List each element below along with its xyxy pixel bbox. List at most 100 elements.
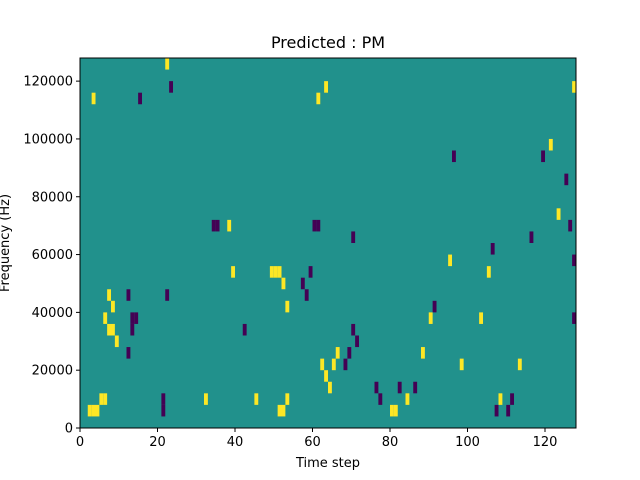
heatmap-cell: [87, 404, 92, 417]
heatmap-cell: [114, 335, 119, 348]
x-tick-label: 60: [304, 435, 321, 450]
y-tick-label: 120000: [23, 75, 73, 90]
heatmap-cell: [134, 312, 139, 324]
heatmap-cell: [107, 289, 112, 301]
plot-frame: [79, 57, 577, 429]
heatmap-cell: [165, 58, 170, 70]
x-tick-label: 80: [382, 435, 399, 450]
heatmap-cell: [564, 173, 569, 186]
heatmap-cell: [374, 381, 379, 394]
heatmap-cell: [269, 266, 274, 278]
heatmap-cell: [324, 81, 329, 93]
heatmap-cell: [165, 289, 170, 301]
heatmap-cell: [277, 404, 282, 417]
heatmap-cell: [91, 92, 96, 105]
heatmap-cell: [448, 254, 453, 267]
heatmap-cell: [494, 404, 499, 417]
heatmap-cell: [231, 266, 236, 278]
heatmap-cell: [95, 404, 100, 417]
heatmap-cell: [285, 300, 290, 313]
heatmap-cell: [572, 312, 577, 324]
heatmap-cell: [304, 289, 309, 301]
heatmap-cell: [312, 219, 317, 232]
heatmap-cell: [277, 266, 282, 278]
heatmap-cell: [111, 323, 115, 336]
x-tick-label: 120: [533, 435, 558, 450]
heatmap-cell: [405, 393, 410, 405]
heatmap-cell: [320, 358, 325, 371]
heatmap-cell: [517, 358, 522, 371]
heatmap-cell: [498, 393, 503, 405]
heatmap-cell: [300, 277, 305, 290]
heatmap-cell: [393, 404, 398, 417]
heatmap-cell: [169, 81, 174, 93]
heatmap-cell: [452, 150, 456, 163]
y-tick-label: 20000: [32, 364, 73, 379]
heatmap-cell: [490, 243, 495, 255]
heatmap-cell: [421, 347, 425, 359]
heatmap-cell: [91, 404, 96, 417]
heatmap-cell: [390, 404, 394, 417]
heatmap-cell: [103, 312, 108, 324]
y-axis-title: Frequency (Hz): [0, 194, 13, 292]
heatmap-cell: [99, 393, 104, 405]
heatmap-cell: [161, 393, 166, 405]
heatmap-cell: [428, 312, 433, 324]
heatmap-cell: [413, 381, 418, 394]
heatmap-cell: [285, 393, 290, 405]
heatmap-cell: [211, 219, 216, 232]
heatmap-cell: [328, 381, 332, 394]
x-tick-label: 100: [455, 435, 480, 450]
heatmap-cell: [107, 323, 112, 336]
heatmap-cell: [161, 404, 166, 417]
heatmap-cell: [347, 347, 352, 359]
heatmap-cell: [506, 404, 511, 417]
x-tick-label: 20: [149, 435, 166, 450]
y-axis: 0 20000 40000 60000 80000 100000 120000: [23, 75, 80, 437]
heatmap-cell: [316, 219, 321, 232]
heatmap-cell: [204, 393, 208, 405]
heatmap-cell: [351, 323, 356, 336]
x-axis-title: Time step: [295, 456, 360, 471]
x-tick-label: 0: [76, 435, 84, 450]
heatmap-cell: [343, 358, 348, 371]
heatmap-cell: [572, 81, 577, 93]
heatmap-cell: [541, 150, 546, 163]
heatmap-cell: [316, 92, 321, 105]
heatmap-cell: [242, 323, 247, 336]
heatmap-cell: [111, 300, 115, 313]
heatmap-cell: [130, 323, 135, 336]
heatmap-cell: [215, 219, 220, 232]
heatmap-cell: [510, 393, 515, 405]
heatmap-cell: [432, 300, 437, 313]
plot-area: [80, 58, 577, 428]
heatmap-cell: [355, 335, 360, 348]
y-tick-label: 100000: [23, 132, 73, 147]
heatmap-cell: [572, 254, 577, 267]
heatmap-cell: [529, 231, 534, 243]
heatmap-cell: [378, 393, 383, 405]
heatmap-cell: [335, 347, 340, 359]
heatmap-cell: [486, 266, 491, 278]
heatmap-cell: [281, 277, 286, 290]
heatmap-cell: [126, 347, 131, 359]
y-tick-label: 40000: [32, 306, 73, 321]
y-tick-label: 0: [65, 422, 73, 437]
heatmap-cell: [126, 289, 131, 301]
chart-title: Predicted : PM: [271, 33, 385, 52]
y-tick-label: 60000: [32, 248, 73, 263]
heatmap-cell: [227, 219, 232, 232]
y-tick-label: 80000: [32, 190, 73, 205]
heatmap-cell: [459, 358, 464, 371]
heatmap-cell: [308, 266, 313, 278]
heatmap-cell: [324, 370, 329, 382]
heatmap-cell: [548, 138, 553, 151]
x-axis: 0 20 40 60 80 100 120: [76, 428, 558, 450]
heatmap-cell: [351, 231, 356, 243]
heatmap-cell: [397, 381, 402, 394]
heatmap-cell: [103, 393, 108, 405]
heatmap-cell: [254, 393, 259, 405]
heatmap-cell: [568, 219, 573, 232]
heatmap-cell: [130, 312, 135, 324]
